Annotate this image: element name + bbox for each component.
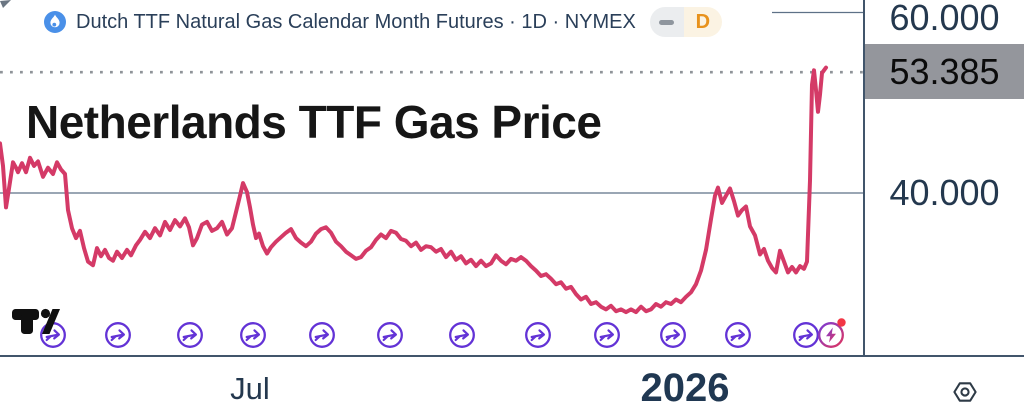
time-axis-label: Jul <box>230 371 270 406</box>
contract-switch-marker[interactable] <box>660 322 686 348</box>
contract-switch-marker[interactable] <box>105 322 131 348</box>
time-axis-label-year: 2026 <box>640 366 730 410</box>
price-axis-label: 40.000 <box>889 172 1000 213</box>
price-axis[interactable]: 60.000 53.385 40.000 <box>865 0 1024 355</box>
minimize-legend-button[interactable] <box>649 7 684 37</box>
contract-switch-marker[interactable] <box>525 322 551 348</box>
time-axis-border[interactable] <box>0 355 1024 357</box>
last-price-label: 53.385 <box>865 44 1024 99</box>
contract-switch-marker[interactable] <box>725 322 751 348</box>
time-axis[interactable]: Jul 2026 <box>0 357 1024 418</box>
price-axis-label: 60.000 <box>889 0 1000 38</box>
flash-event-marker[interactable] <box>818 318 846 348</box>
contract-switch-marker[interactable] <box>594 322 620 348</box>
chart-watermark-title: Netherlands TTF Gas Price <box>26 96 602 148</box>
contract-switch-marker[interactable] <box>309 322 335 348</box>
symbol-header: Dutch TTF Natural Gas Calendar Month Fut… <box>0 0 772 44</box>
axis-settings-gear-icon[interactable] <box>952 379 978 405</box>
contract-switch-marker[interactable] <box>377 322 403 348</box>
price-axis-border[interactable] <box>863 0 865 418</box>
contract-switch-marker[interactable] <box>177 322 203 348</box>
interval-pill: D <box>649 7 722 37</box>
symbol-title[interactable]: Dutch TTF Natural Gas Calendar Month Fut… <box>76 10 636 33</box>
tradingview-logo[interactable] <box>11 306 61 336</box>
contract-switch-marker[interactable] <box>793 322 819 348</box>
contract-switch-marker[interactable] <box>240 322 266 348</box>
corner-cursor-fragment <box>0 0 11 8</box>
gas-flame-icon <box>44 11 66 33</box>
contract-switch-marker[interactable] <box>449 322 475 348</box>
minus-icon <box>659 19 675 25</box>
interval-button[interactable]: D <box>683 7 722 37</box>
